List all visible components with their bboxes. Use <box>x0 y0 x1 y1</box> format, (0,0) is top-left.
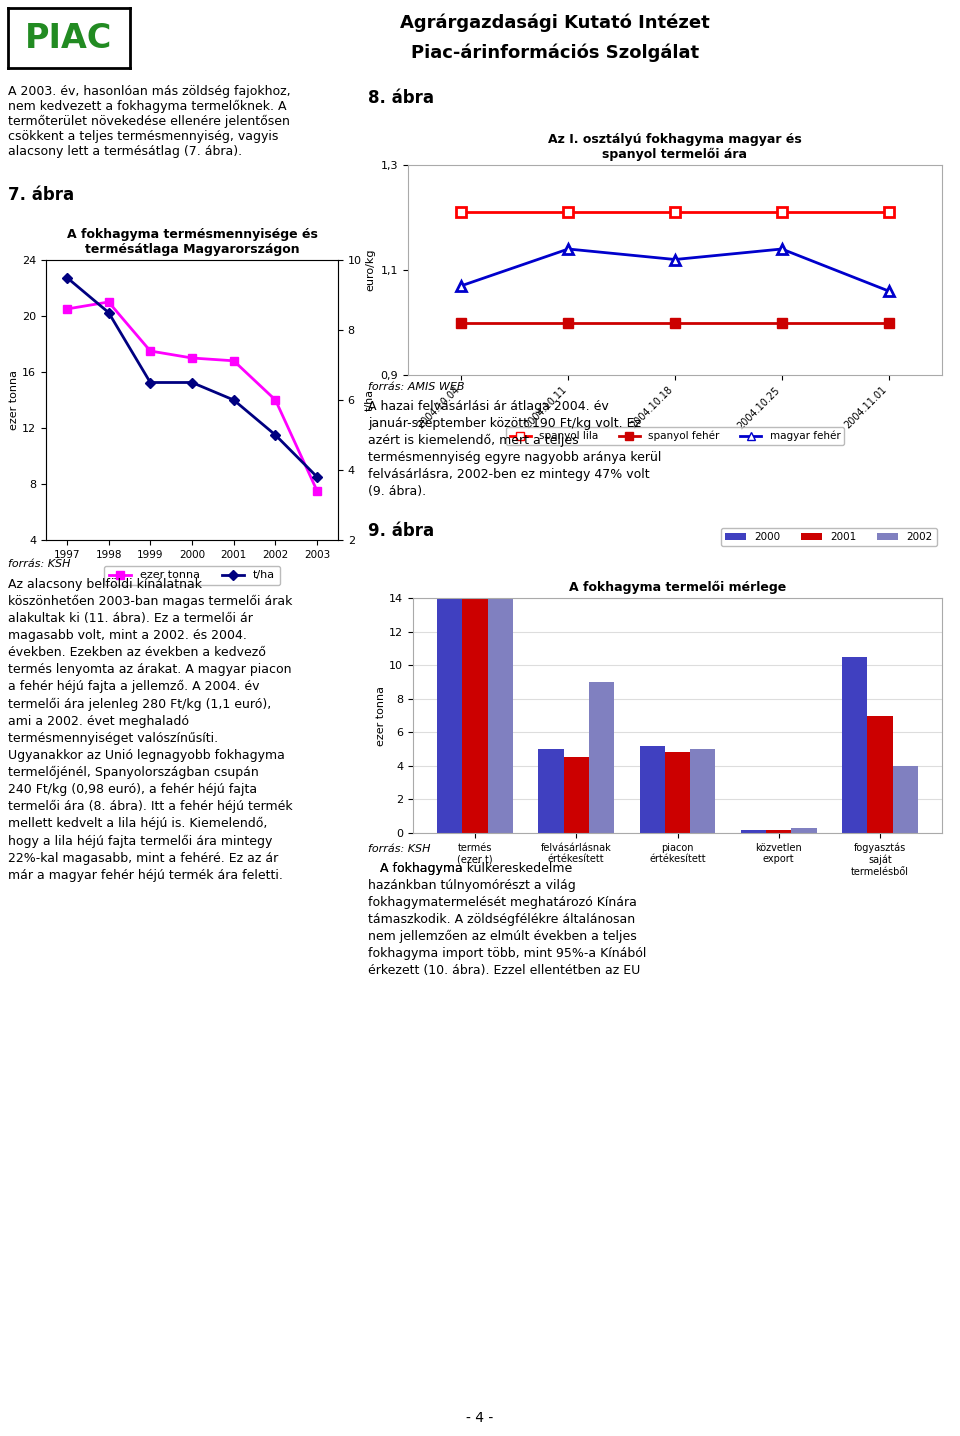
Title: Az I. osztályú fokhagyma magyar és
spanyol termelői ára: Az I. osztályú fokhagyma magyar és spany… <box>548 134 802 161</box>
Text: forrás: KSH: forrás: KSH <box>8 559 70 569</box>
Text: A fokhagyma külkereskedelme
hazánkban túlnyomórészt a világ
fokhagymatermelését : A fokhagyma külkereskedelme hazánkban tú… <box>368 862 646 978</box>
Legend: 2000, 2001, 2002: 2000, 2001, 2002 <box>721 528 937 546</box>
Text: Agrárgazdasági Kutató Intézet: Agrárgazdasági Kutató Intézet <box>400 14 709 32</box>
Bar <box>588 682 614 833</box>
Bar <box>488 514 513 833</box>
Bar <box>564 757 588 833</box>
Text: Az alacsony belföldi kínálatnak
köszönhetően 2003-ban magas termelői árak
alakul: Az alacsony belföldi kínálatnak köszönhe… <box>8 579 293 882</box>
Bar <box>665 752 690 833</box>
Bar <box>791 829 817 833</box>
Y-axis label: ezer tonna: ezer tonna <box>376 685 386 745</box>
Text: forrás: KSH: forrás: KSH <box>368 844 430 854</box>
Legend: spanyol lila, spanyol fehér, magyar fehér: spanyol lila, spanyol fehér, magyar fehé… <box>506 426 845 445</box>
Bar <box>741 830 766 833</box>
Bar <box>639 745 665 833</box>
Bar <box>437 481 463 833</box>
Bar <box>463 551 488 833</box>
Text: A 2003. év, hasonlóan más zöldség fajokhoz,
nem kedvezett a fokhagyma termelőkne: A 2003. év, hasonlóan más zöldség fajokh… <box>8 85 291 158</box>
Text: 7. ábra: 7. ábra <box>8 187 74 204</box>
Bar <box>842 656 867 833</box>
Bar <box>690 750 715 833</box>
Bar <box>539 750 564 833</box>
Text: A hazai felvásárlási ár átlaga 2004. év
január-szeptember között 190 Ft/kg volt.: A hazai felvásárlási ár átlaga 2004. év … <box>368 401 661 498</box>
Y-axis label: ezer tonna: ezer tonna <box>10 370 19 429</box>
Y-axis label: euro/kg: euro/kg <box>365 248 375 292</box>
Text: Piac-árinformációs Szolgálat: Piac-árinformációs Szolgálat <box>411 43 699 62</box>
Y-axis label: t/ha: t/ha <box>365 389 374 411</box>
Text: 8. ábra: 8. ábra <box>368 89 434 108</box>
Bar <box>867 715 893 833</box>
Title: A fokhagyma termelői mérlege: A fokhagyma termelői mérlege <box>569 582 786 595</box>
Text: - 4 -: - 4 - <box>467 1412 493 1425</box>
Title: A fokhagyma termésmennyisége és
termésátlaga Magyarországon: A fokhagyma termésmennyisége és termésát… <box>66 228 318 256</box>
Legend: ezer tonna, t/ha: ezer tonna, t/ha <box>105 566 279 584</box>
Bar <box>766 830 791 833</box>
Text: A fokhagyma: A fokhagyma <box>368 862 467 875</box>
Text: forrás: AMIS WEB: forrás: AMIS WEB <box>368 382 465 392</box>
Text: PIAC: PIAC <box>25 22 112 55</box>
Bar <box>893 765 918 833</box>
Text: 9. ábra: 9. ábra <box>368 523 434 540</box>
